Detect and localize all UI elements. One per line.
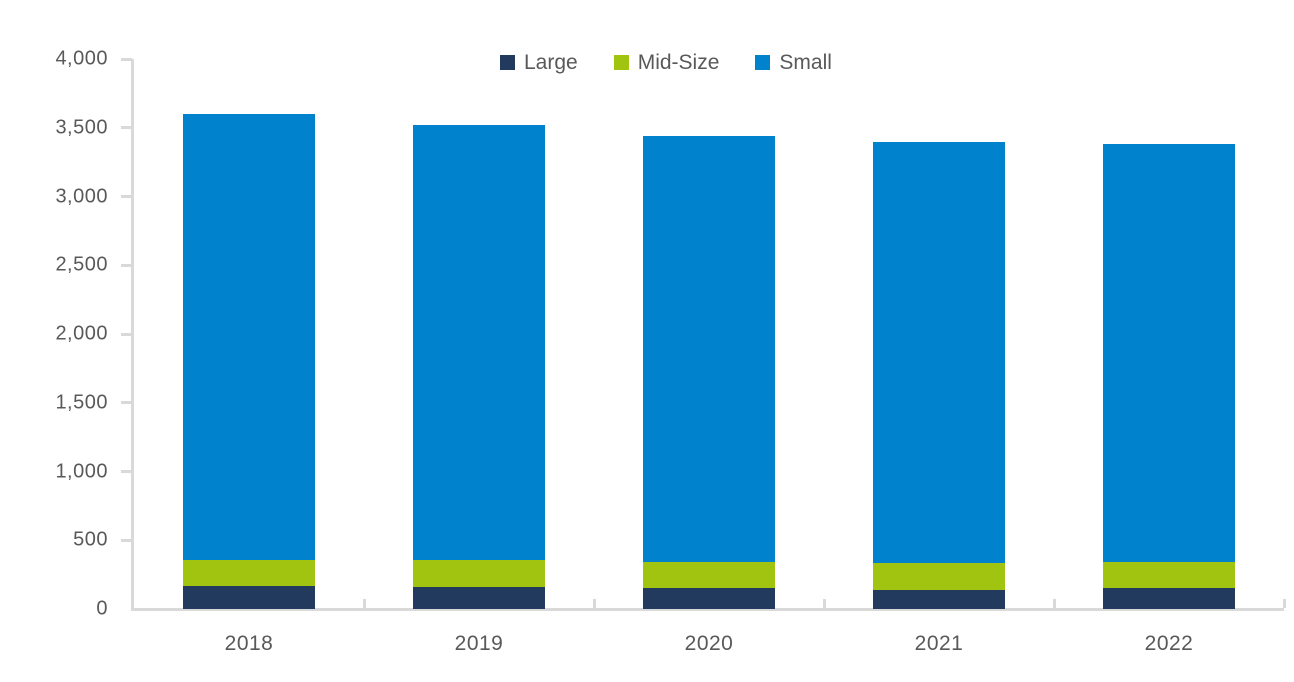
y-axis-tick-label: 0 [96,597,108,620]
y-axis-tick-label: 1,000 [55,460,108,482]
x-axis-tick [362,599,366,608]
x-axis-tick [822,599,826,608]
bar-segment-mid-size-2022 [1103,562,1235,588]
x-axis-label-2020: 2020 [684,632,734,655]
bar-segment-large-2018 [183,586,315,609]
y-axis-tick [121,470,132,473]
x-axis-label-2021: 2021 [914,632,964,655]
legend-label: Large [524,51,578,74]
legend-label: Small [779,51,832,74]
x-axis-label-2019: 2019 [454,632,504,655]
bar-segment-mid-size-2020 [643,562,775,588]
y-axis-tick-label: 3,000 [55,185,108,207]
y-axis-tick [121,332,132,336]
y-axis-tick [121,126,132,130]
bar-segment-large-2019 [413,587,545,609]
y-axis-tick-label: 4,000 [55,47,108,70]
bar-segment-small-2020 [643,136,775,563]
bar-segment-mid-size-2018 [183,560,315,587]
bar-segment-mid-size-2019 [413,560,545,587]
bar-segment-small-2019 [413,125,545,561]
legend-swatch-icon [500,55,515,70]
y-axis-tick-label: 2,000 [55,322,108,345]
legend-item-small: Small [755,52,832,73]
legend-swatch-icon [755,55,771,70]
x-axis-tick [592,599,596,608]
x-axis-label-2022: 2022 [1144,632,1194,655]
y-axis-tick-label: 500 [73,528,108,551]
bar-segment-large-2022 [1103,587,1235,609]
bar-segment-small-2018 [183,114,315,561]
bar-segment-small-2022 [1103,143,1235,563]
bar-segment-large-2021 [873,590,1005,609]
legend-item-large: Large [500,52,578,73]
legend-label: Mid-Size [637,51,720,74]
y-axis-tick-label: 1,500 [55,391,108,414]
bar-segment-small-2021 [873,141,1005,563]
chart-legend: Large Mid-Size Small [500,52,832,73]
legend-swatch-icon [613,55,629,70]
y-axis-tick [121,263,132,267]
y-axis-tick [121,401,132,405]
y-axis-line [131,59,134,611]
x-axis-line [131,608,1284,611]
legend-item-mid-size: Mid-Size [613,51,720,74]
x-axis-tick [1052,599,1056,608]
y-axis-tick [121,195,132,198]
bar-segment-mid-size-2021 [873,562,1005,591]
y-axis-tick-label: 2,500 [55,253,108,276]
y-axis-tick [121,538,132,542]
bar-segment-large-2020 [643,587,775,609]
x-axis-label-2018: 2018 [224,632,274,655]
y-axis-tick-label: 3,500 [55,116,108,139]
y-axis-tick [121,57,132,61]
x-axis-tick [1282,599,1286,608]
